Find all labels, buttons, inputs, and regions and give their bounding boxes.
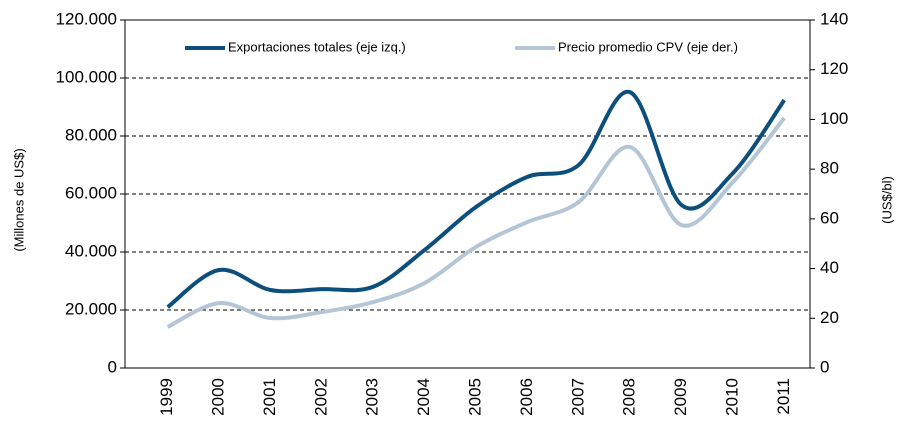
- y2-tick-label: 40: [820, 258, 839, 277]
- y2-tick-label: 140: [820, 9, 848, 28]
- x-tick-label: 2000: [209, 378, 228, 416]
- line: [166, 116, 786, 329]
- x-tick-label: 2001: [260, 378, 279, 416]
- x-tick-label: 2003: [363, 378, 382, 416]
- y2-tick-label: 20: [820, 308, 839, 327]
- x-tick-label: 2011: [774, 378, 793, 415]
- x-tick-label: 2008: [620, 378, 639, 416]
- y2-tick-label: 120: [820, 59, 848, 78]
- y2-tick-label: 0: [820, 357, 829, 376]
- x-tick-label: 2005: [465, 378, 484, 416]
- x-tick-label: 2006: [517, 378, 536, 416]
- x-tick-label: 2002: [311, 378, 330, 416]
- y-tick-label: 120.000: [56, 9, 117, 28]
- y2-axis-label: (US$/bl): [879, 176, 894, 224]
- y2-tick-label: 100: [820, 109, 848, 128]
- x-tick-label: 1999: [157, 378, 176, 416]
- y-tick-label: 0: [108, 357, 117, 376]
- y-tick-label: 40.000: [65, 241, 117, 260]
- x-tick-label: 2007: [568, 378, 587, 416]
- legend-label: Precio promedio CPV (eje der.): [558, 39, 738, 54]
- y-tick-label: 100.000: [56, 67, 117, 86]
- y-tick-label: 20.000: [65, 299, 117, 318]
- x-tick-label: 2009: [671, 378, 690, 416]
- x-tick-label: 2010: [722, 378, 741, 416]
- line: [166, 90, 786, 309]
- y-axis-label: (Millones de US$): [11, 148, 26, 251]
- legend-label: Exportaciones totales (eje izq.): [228, 39, 406, 54]
- y-tick-label: 60.000: [65, 183, 117, 202]
- y2-tick-label: 80: [820, 159, 839, 178]
- y2-tick-label: 60: [820, 208, 839, 227]
- y-tick-label: 80.000: [65, 125, 117, 144]
- x-tick-label: 2004: [414, 378, 433, 416]
